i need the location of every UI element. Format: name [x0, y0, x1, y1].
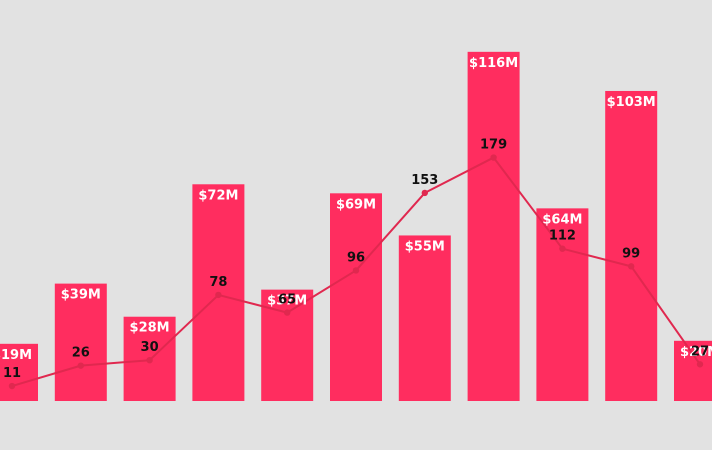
bar-1	[0, 343, 38, 401]
line-point-6	[352, 267, 360, 274]
line-value-label-3: 30	[141, 340, 159, 355]
bar-value-label-6: $69M	[336, 197, 376, 212]
line-value-label-9: 112	[549, 229, 576, 244]
line-labels-group: 11 26 30 78 65 96 153 179 112 99 27	[3, 138, 709, 381]
line-point-10	[628, 263, 635, 270]
bar-value-label-7: $55M	[405, 239, 445, 254]
line-point-9	[559, 245, 566, 252]
bar-value-label-11: $20M	[680, 345, 712, 360]
line-point-2	[77, 362, 85, 369]
line-value-label-1: 11	[3, 366, 21, 381]
bar-value-label-1: $19M	[0, 348, 32, 363]
bar-value-label-8: $116M	[469, 56, 518, 71]
bars-group	[0, 51, 712, 402]
bar-8	[467, 51, 520, 402]
line-point-3	[146, 357, 153, 364]
line-value-label-6: 96	[347, 250, 365, 265]
bar-value-label-3: $28M	[130, 321, 170, 336]
line-value-label-4: 78	[209, 275, 227, 290]
bar-value-label-4: $72M	[198, 188, 238, 203]
line-point-11	[696, 361, 704, 368]
line-point-1	[8, 382, 16, 390]
line-value-label-8: 179	[480, 138, 507, 153]
line-point-7	[421, 189, 428, 197]
bar-value-label-9: $64M	[542, 212, 582, 227]
line-value-label-10: 99	[622, 246, 640, 261]
line-group	[8, 154, 704, 390]
line-value-label-5: 65	[278, 293, 296, 308]
bar-11	[674, 340, 712, 401]
bar-2	[54, 283, 107, 401]
bar-7	[398, 235, 451, 401]
bar-9	[536, 208, 589, 401]
bar-value-label-5: $37M	[267, 294, 307, 309]
bar-value-label-10: $103M	[607, 95, 656, 110]
line-point-5	[284, 309, 291, 316]
line-point-8	[490, 154, 497, 161]
bar-6	[330, 193, 382, 401]
line-value-label-2: 26	[72, 346, 90, 361]
line-value-label-7: 153	[411, 173, 438, 188]
line-point-4	[215, 291, 222, 299]
line-value-label-11: 27	[691, 344, 709, 359]
bar-value-label-2: $39M	[61, 288, 101, 303]
bar-10	[605, 90, 658, 401]
bar-labels-group: $19M $39M $28M $72M $37M $69M $55M $116M $64M $10…	[0, 56, 712, 363]
